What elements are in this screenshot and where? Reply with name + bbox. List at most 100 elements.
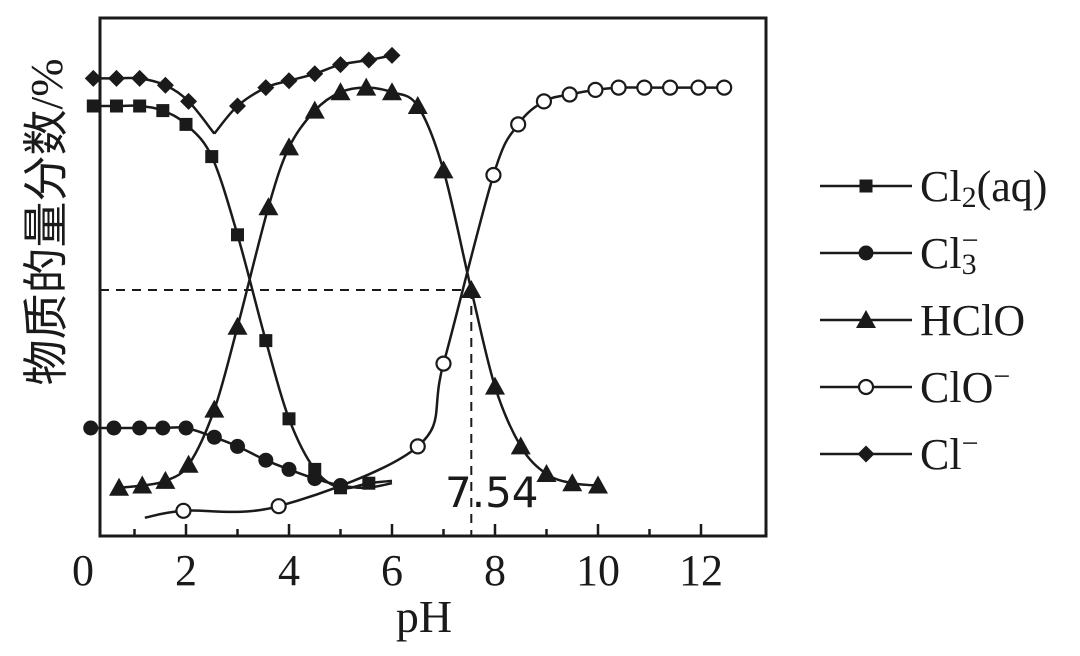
data-point bbox=[178, 420, 194, 436]
data-point bbox=[510, 436, 531, 455]
data-point bbox=[107, 69, 125, 87]
data-point bbox=[280, 72, 298, 90]
data-point bbox=[175, 502, 192, 519]
x-tick-label: 2 bbox=[175, 546, 197, 595]
data-point bbox=[382, 82, 402, 101]
data-point bbox=[383, 46, 401, 64]
data-point bbox=[230, 438, 245, 454]
legend-marker bbox=[857, 445, 875, 463]
legend-label: Cl− bbox=[920, 427, 979, 479]
legend-entry: Cl− bbox=[820, 427, 979, 479]
data-point bbox=[156, 104, 170, 118]
data-point bbox=[610, 79, 627, 96]
y-axis-title: 物质的量分数/% bbox=[21, 58, 72, 385]
x-tick-label: 10 bbox=[576, 546, 620, 595]
x-tick-label: 6 bbox=[381, 546, 403, 595]
data-point bbox=[461, 280, 482, 298]
legend-entry: Cl3− bbox=[820, 224, 979, 281]
data-point bbox=[132, 420, 148, 436]
legend-entry: ClO− bbox=[820, 360, 1010, 412]
legend-label: Cl3− bbox=[920, 224, 979, 281]
data-point bbox=[485, 376, 505, 395]
data-point bbox=[433, 160, 454, 179]
series-cl- bbox=[84, 46, 401, 135]
data-point bbox=[435, 355, 452, 372]
data-point bbox=[330, 82, 351, 101]
data-point bbox=[155, 470, 176, 489]
data-point bbox=[132, 475, 153, 494]
series-cl2-aq- bbox=[86, 99, 393, 495]
legend-label: HClO bbox=[920, 296, 1025, 345]
x-tick-label: 8 bbox=[484, 546, 506, 595]
legend-marker bbox=[857, 378, 875, 396]
data-point bbox=[536, 464, 557, 482]
data-point bbox=[131, 69, 149, 87]
data-point bbox=[304, 100, 325, 119]
data-point bbox=[690, 79, 707, 96]
data-point bbox=[86, 99, 100, 113]
data-point bbox=[307, 471, 323, 487]
data-point bbox=[587, 81, 604, 99]
legend-marker bbox=[858, 245, 874, 261]
data-point bbox=[485, 166, 502, 184]
data-point bbox=[83, 420, 99, 436]
legend-label: Cl2(aq) bbox=[920, 162, 1047, 214]
data-point bbox=[109, 99, 123, 113]
legend-label: ClO− bbox=[920, 360, 1010, 412]
series-hclo bbox=[109, 77, 608, 496]
data-point bbox=[270, 498, 287, 515]
data-point bbox=[716, 79, 733, 96]
data-point bbox=[206, 429, 222, 445]
x-tick-label: 12 bbox=[679, 546, 723, 595]
data-point bbox=[231, 228, 244, 242]
data-point bbox=[84, 69, 102, 87]
data-point bbox=[588, 475, 608, 494]
legend-entry: HClO bbox=[820, 296, 1025, 345]
data-point bbox=[561, 86, 578, 103]
data-point bbox=[179, 117, 193, 131]
data-point bbox=[279, 137, 299, 156]
data-point bbox=[227, 316, 248, 335]
annotation-754: 7.54 bbox=[445, 468, 539, 517]
data-point bbox=[155, 420, 171, 436]
legend-entry: Cl2(aq) bbox=[820, 162, 1047, 214]
data-point bbox=[109, 477, 130, 496]
series-line bbox=[118, 86, 599, 490]
data-point bbox=[204, 399, 225, 418]
data-point bbox=[257, 79, 275, 97]
data-point bbox=[306, 65, 324, 83]
data-point bbox=[636, 79, 653, 96]
plot-frame bbox=[98, 16, 768, 538]
data-point bbox=[562, 473, 583, 492]
data-point bbox=[535, 93, 553, 110]
x-tick-label: 4 bbox=[278, 546, 300, 595]
data-point bbox=[156, 76, 174, 94]
legend-marker bbox=[859, 179, 873, 193]
data-point bbox=[332, 56, 349, 74]
data-point bbox=[259, 334, 273, 348]
data-point bbox=[133, 99, 147, 113]
data-point bbox=[258, 452, 274, 468]
data-point bbox=[258, 197, 279, 216]
data-point bbox=[106, 420, 122, 436]
legend: Cl2(aq) Cl3− HClO ClO− Cl− bbox=[820, 162, 1047, 479]
data-point bbox=[282, 412, 296, 426]
data-point bbox=[360, 51, 378, 69]
x-tick-label: 0 bbox=[72, 546, 94, 595]
data-point bbox=[205, 150, 219, 164]
series-cl3- bbox=[83, 420, 393, 493]
data-point bbox=[178, 454, 199, 473]
data-point bbox=[409, 438, 426, 455]
data-point bbox=[180, 92, 198, 110]
series-group bbox=[83, 46, 733, 519]
data-point bbox=[661, 79, 679, 96]
series-line bbox=[144, 86, 728, 519]
data-point bbox=[356, 77, 377, 96]
data-point bbox=[510, 116, 527, 133]
data-point bbox=[407, 96, 428, 114]
x-axis-ticks: 0 2 4 6 8 10 12 bbox=[72, 524, 723, 595]
data-point bbox=[229, 97, 246, 115]
data-point bbox=[281, 461, 297, 477]
legend-marker bbox=[856, 310, 876, 328]
